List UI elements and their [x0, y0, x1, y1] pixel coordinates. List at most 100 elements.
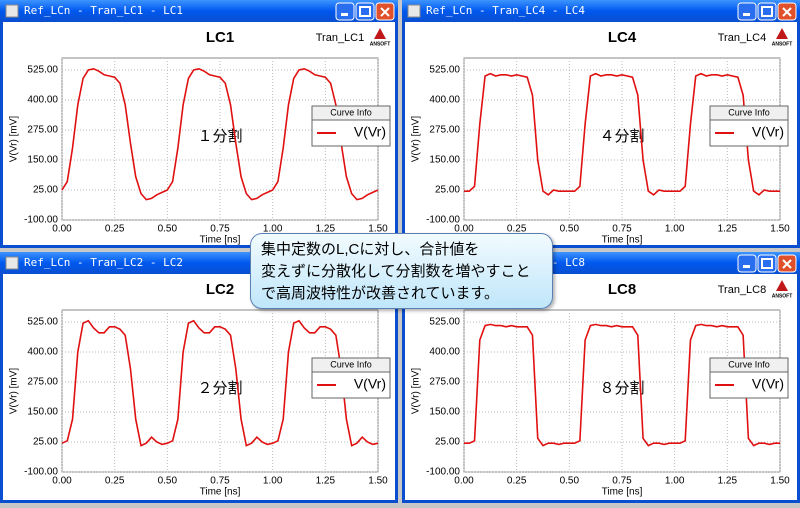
- x-tick-label: 1.50: [368, 476, 388, 487]
- chart-subtitle: Tran_LC8: [718, 284, 767, 296]
- y-tick-label: 400.00: [27, 95, 58, 106]
- callout-line: で高周波特性が改善されています。: [261, 285, 500, 302]
- logo-text: ANSOFT: [772, 41, 793, 47]
- x-tick-label: 0.25: [507, 476, 527, 487]
- y-tick-label: -100.00: [24, 215, 58, 226]
- x-tick-label: 0.25: [507, 224, 527, 235]
- maximize-button[interactable]: [355, 2, 375, 21]
- x-tick-label: 1.00: [665, 224, 685, 235]
- y-tick-label: 25.00: [33, 437, 58, 448]
- y-tick-label: 275.00: [429, 125, 460, 136]
- y-tick-label: 275.00: [27, 125, 58, 136]
- x-tick-label: 1.50: [770, 476, 790, 487]
- y-axis-label: V(Vr) [mV]: [9, 368, 20, 415]
- minimize-button[interactable]: [335, 2, 355, 21]
- title-bar: [402, 0, 800, 22]
- legend-header: [709, 105, 789, 121]
- window-title: Ref_LCn - Tran_LC2 - LC2: [24, 256, 183, 269]
- series-line: [61, 67, 379, 201]
- annotation: ２分割: [197, 380, 242, 397]
- x-tick-label: 0.00: [454, 224, 474, 235]
- window: Ref_LCn - Tran_LC1 - LC1 LC1 Tran_LC1 ANSOF…: [0, 0, 398, 253]
- y-tick-label: 525.00: [27, 317, 58, 328]
- x-tick-label: 0.50: [158, 476, 178, 487]
- y-tick-label: 25.00: [435, 185, 460, 196]
- window: Ref_LCn - Tran_LC8 - LC8LC8Tran_LC8ANSOF…: [402, 252, 800, 508]
- y-axis-label: V(Vr) [mV]: [9, 116, 20, 163]
- y-tick-label: 275.00: [429, 377, 460, 388]
- x-tick-label: 1.25: [718, 476, 738, 487]
- x-tick-label: 0.50: [158, 224, 178, 235]
- x-tick-label: 0.25: [105, 224, 125, 235]
- x-tick-label: 1.50: [368, 224, 388, 235]
- y-tick-label: 525.00: [429, 65, 460, 76]
- window: Ref_LCn - Tran_LC4 - LC4 LC4 Tran_LC4 ANSOF…: [402, 0, 800, 253]
- legend-label: V(Vr): [752, 376, 784, 392]
- callout-line: 変えずに分散化して分割数を増やすこと: [261, 263, 531, 280]
- legend-header: [709, 357, 789, 373]
- x-tick-label: 0.50: [560, 224, 580, 235]
- y-tick-label: 150.00: [429, 155, 460, 166]
- x-tick-label: 0.75: [612, 476, 632, 487]
- window-title: Ref_LCn - Tran_LC1 - LC1: [24, 4, 183, 17]
- window-icon: [5, 4, 19, 18]
- y-tick-label: 525.00: [429, 317, 460, 328]
- minimize-button[interactable]: [737, 2, 757, 21]
- y-tick-label: 150.00: [27, 155, 58, 166]
- x-axis-label: Time [ns]: [602, 235, 643, 246]
- x-tick-label: 1.25: [718, 224, 738, 235]
- close-icon: [380, 7, 390, 17]
- callout: 集中定数のL,Cに対し、合計値を 変えずに分散化して分割数を増やすこと で高周波…: [250, 233, 553, 309]
- x-axis-label: Time [ns]: [200, 235, 241, 246]
- y-tick-label: -100.00: [24, 467, 58, 478]
- y-tick-label: 150.00: [27, 407, 58, 418]
- x-tick-label: 0.75: [210, 476, 230, 487]
- y-tick-label: 525.00: [27, 65, 58, 76]
- maximize-icon: [761, 6, 773, 17]
- logo-text: ANSOFT: [370, 41, 391, 47]
- window-svg: Ref_LCn - Tran_LC8 - LC8LC8Tran_LC8ANSOF…: [402, 252, 800, 503]
- annotation: ４分割: [599, 128, 644, 145]
- legend-title: Curve Info: [728, 107, 770, 117]
- minimize-icon: [743, 13, 750, 16]
- legend-header: [311, 357, 391, 373]
- x-tick-label: 1.00: [263, 476, 283, 487]
- x-tick-label: 0.25: [105, 476, 125, 487]
- maximize-button[interactable]: [757, 2, 777, 21]
- y-tick-label: 275.00: [27, 377, 58, 388]
- y-tick-label: 400.00: [429, 347, 460, 358]
- x-tick-label: 0.75: [210, 224, 230, 235]
- x-tick-label: 0.00: [454, 476, 474, 487]
- x-tick-label: 1.25: [316, 476, 336, 487]
- series-line: [464, 323, 780, 447]
- y-tick-label: 400.00: [429, 95, 460, 106]
- window-icon: [5, 256, 19, 270]
- logo-text: ANSOFT: [772, 293, 793, 299]
- chart-title: LC8: [608, 281, 636, 298]
- maximize-button[interactable]: [757, 254, 777, 273]
- series-line: [61, 319, 379, 447]
- chart-title: LC2: [206, 281, 234, 298]
- maximize-icon: [359, 6, 371, 17]
- legend-label: V(Vr): [354, 124, 386, 140]
- x-tick-label: 1.00: [263, 224, 283, 235]
- chart-title: LC1: [206, 29, 234, 46]
- minimize-icon: [341, 13, 348, 16]
- minimize-button[interactable]: [737, 254, 757, 273]
- title-bar: [0, 0, 398, 22]
- series-line: [464, 72, 780, 196]
- y-tick-label: 25.00: [435, 437, 460, 448]
- legend-title: Curve Info: [330, 359, 372, 369]
- x-axis-label: Time [ns]: [602, 487, 643, 498]
- y-tick-label: 150.00: [429, 407, 460, 418]
- legend-header: [311, 105, 391, 121]
- x-tick-label: 1.00: [665, 476, 685, 487]
- chart-subtitle: Tran_LC1: [316, 32, 365, 44]
- x-tick-label: 0.50: [560, 476, 580, 487]
- legend-label: V(Vr): [354, 376, 386, 392]
- y-tick-label: 25.00: [33, 185, 58, 196]
- x-tick-label: 0.75: [612, 224, 632, 235]
- minimize-icon: [743, 265, 750, 268]
- window-title: Ref_LCn - Tran_LC4 - LC4: [426, 4, 585, 17]
